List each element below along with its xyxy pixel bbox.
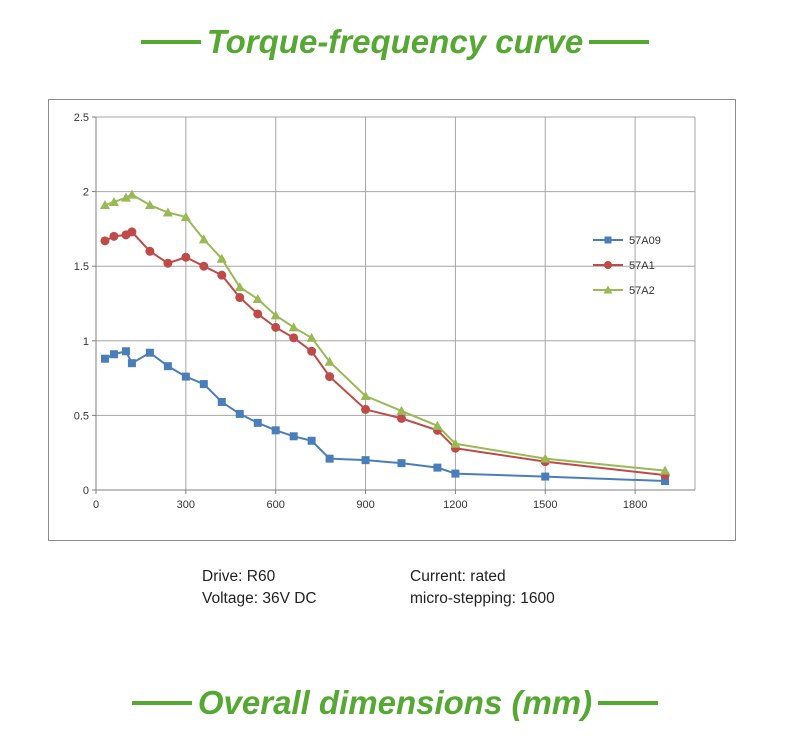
data-point-57A09 [289, 432, 298, 441]
series-line-57A2 [104, 193, 666, 472]
data-point-57A09 [181, 372, 190, 381]
data-point-57A1 [127, 227, 137, 237]
data-point-57A09 [661, 477, 670, 486]
data-point-57A2 [144, 200, 155, 210]
x-tick-label: 1200 [443, 499, 467, 511]
data-point-57A09 [325, 454, 334, 463]
chart-frame: 0 0.5 1 1.5 2 2.5 0 300 600 900 1200 1500 1800 57A09 5… [48, 99, 736, 541]
drive-spec: Drive: R60 [202, 568, 276, 585]
data-point-57A1 [307, 346, 317, 356]
y-tick-label: 0 [83, 485, 89, 497]
section-heading-dimensions: Overall dimensions (mm) [0, 680, 790, 726]
data-point-57A1 [109, 231, 119, 241]
data-point-57A2 [108, 197, 119, 207]
data-point-57A2 [162, 207, 173, 217]
specs-left: Drive: R60 Voltage: 36V DC [202, 566, 317, 610]
data-point-57A2 [216, 253, 227, 263]
data-point-57A09 [199, 380, 208, 389]
data-point-57A09 [307, 436, 316, 445]
y-tick-label: 1 [83, 336, 89, 348]
data-point-57A1 [235, 293, 245, 303]
data-point-57A2 [198, 234, 209, 244]
data-point-57A2 [360, 391, 371, 401]
data-point-57A2 [270, 310, 281, 320]
x-tick-label: 900 [356, 499, 374, 511]
data-point-57A09 [100, 354, 109, 363]
data-point-57A2 [234, 282, 245, 292]
data-point-57A2 [540, 453, 551, 463]
data-point-57A1 [289, 333, 299, 343]
data-point-57A2 [252, 294, 263, 304]
legend-label-57A1: 57A1 [629, 260, 655, 272]
heading-rule-left [131, 701, 192, 705]
heading-dimensions-text: Overall dimensions (mm) [197, 684, 593, 721]
voltage-spec: Voltage: 36V DC [202, 590, 317, 607]
data-point-57A1 [100, 236, 110, 246]
data-point-57A09 [109, 350, 118, 359]
data-point-57A09 [163, 362, 172, 371]
data-point-57A2 [450, 438, 461, 448]
y-tick-label: 0.5 [74, 410, 89, 422]
legend-marker-57A2 [603, 285, 613, 294]
data-point-57A09 [433, 463, 442, 472]
data-point-57A09 [127, 359, 136, 368]
data-point-57A2 [180, 211, 191, 221]
x-tick-label: 0 [93, 499, 99, 511]
data-point-57A2 [126, 189, 137, 199]
x-tick-label: 1500 [533, 499, 557, 511]
data-point-57A1 [271, 322, 281, 332]
specs-right: Current: rated micro-stepping: 1600 [410, 566, 555, 610]
section-heading-torque: Torque-frequency curve [0, 20, 790, 64]
data-point-57A09 [253, 418, 262, 427]
x-tick-label: 600 [267, 499, 285, 511]
x-tick-label: 300 [177, 499, 195, 511]
legend-label-57A09: 57A09 [629, 235, 661, 247]
data-point-57A1 [361, 404, 371, 414]
data-point-57A1 [253, 309, 263, 319]
series-line-57A1 [104, 230, 666, 477]
data-point-57A09 [451, 469, 460, 478]
data-point-57A1 [396, 413, 406, 423]
y-tick-label: 2 [83, 187, 89, 199]
data-point-57A2 [324, 356, 335, 366]
torque-frequency-chart: 0 0.5 1 1.5 2 2.5 0 300 600 900 1200 1500 1800 57A09 5… [74, 112, 696, 511]
data-point-57A09 [217, 397, 226, 406]
microstepping-spec: micro-stepping: 1600 [410, 590, 555, 607]
data-point-57A1 [163, 258, 173, 268]
data-point-57A1 [181, 252, 191, 262]
legend-marker-57A09 [604, 236, 612, 244]
data-point-57A1 [199, 261, 209, 271]
data-point-57A09 [541, 472, 550, 481]
x-tick-label: 1800 [623, 499, 647, 511]
heading-rule-right [589, 40, 650, 44]
y-tick-label: 1.5 [74, 261, 89, 273]
data-point-57A2 [396, 405, 407, 415]
current-spec: Current: rated [410, 568, 506, 585]
data-point-57A09 [271, 426, 280, 435]
data-point-57A09 [121, 347, 130, 356]
data-point-57A2 [660, 465, 671, 475]
heading-rule-right [598, 701, 659, 705]
y-tick-label: 2.5 [74, 112, 89, 124]
heading-rule-left [140, 40, 201, 44]
data-point-57A1 [145, 246, 155, 256]
legend-label-57A2: 57A2 [629, 285, 655, 297]
heading-torque-text: Torque-frequency curve [206, 23, 584, 60]
data-point-57A09 [397, 459, 406, 468]
data-point-57A09 [235, 409, 244, 418]
data-point-57A2 [432, 420, 443, 430]
data-point-57A2 [306, 332, 317, 342]
data-point-57A2 [288, 322, 299, 332]
data-point-57A2 [99, 200, 110, 210]
data-point-57A1 [325, 372, 335, 382]
legend-marker-57A1 [604, 261, 612, 269]
data-point-57A2 [120, 192, 131, 202]
data-point-57A09 [361, 456, 370, 465]
data-point-57A09 [145, 348, 154, 357]
data-point-57A1 [217, 270, 227, 280]
